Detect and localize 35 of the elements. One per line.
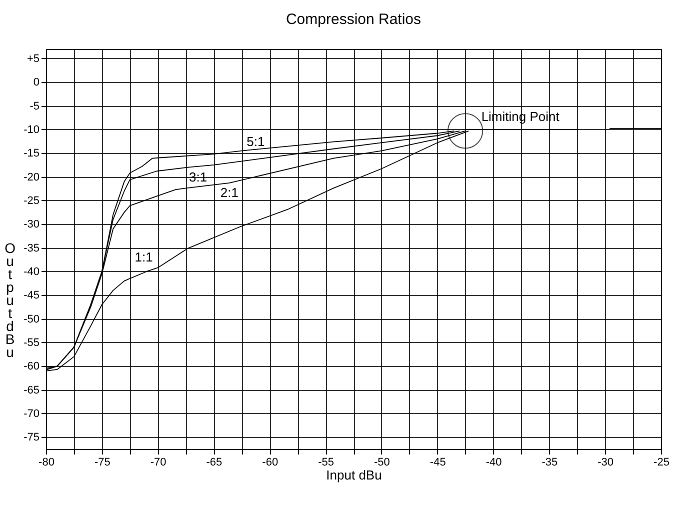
x-tick-label: -40	[486, 456, 502, 468]
x-tick-label: -35	[542, 456, 558, 468]
y-tick-label: -60	[24, 360, 40, 373]
y-tick-label: -35	[24, 242, 40, 254]
y-tick-label: -20	[24, 171, 40, 184]
x-tick-label: -70	[150, 456, 166, 468]
y-tick-label: -45	[24, 290, 40, 302]
y-tick-label: -65	[24, 384, 40, 396]
y-tick-label: 0	[33, 76, 40, 89]
chart-title: Compression Ratios	[286, 11, 422, 28]
x-tick-label: -55	[318, 456, 334, 468]
y-tick-label: -40	[24, 266, 40, 278]
y-tick-label: +5	[26, 52, 40, 65]
y-tick-label: -15	[24, 148, 40, 160]
x-tick-label: -60	[262, 456, 278, 468]
y-tick-label: -70	[24, 408, 40, 420]
y-tick-label: -10	[24, 124, 40, 136]
y-tick-label: -5	[30, 100, 40, 112]
y-tick-label: -50	[24, 313, 40, 326]
series-label: 2:1	[220, 184, 238, 200]
y-tick-label: -75	[24, 432, 40, 444]
y-tick-label: -30	[24, 218, 40, 231]
x-axis-title: Input dBu	[326, 468, 382, 482]
x-tick-label: -30	[598, 456, 614, 468]
x-tick-label: -45	[430, 456, 446, 468]
series-label: 1:1	[134, 250, 153, 265]
series-label: 5:1	[246, 134, 265, 149]
y-tick-label: -25	[24, 194, 40, 207]
x-tick-label: -65	[206, 456, 222, 468]
text: Output dBu	[4, 240, 16, 360]
x-tick-label: -50	[374, 456, 390, 468]
x-tick-label: -75	[94, 456, 110, 468]
x-tick-label: -25	[654, 456, 670, 468]
x-tick-label: -80	[38, 456, 54, 468]
y-tick-label: -55	[24, 336, 40, 349]
